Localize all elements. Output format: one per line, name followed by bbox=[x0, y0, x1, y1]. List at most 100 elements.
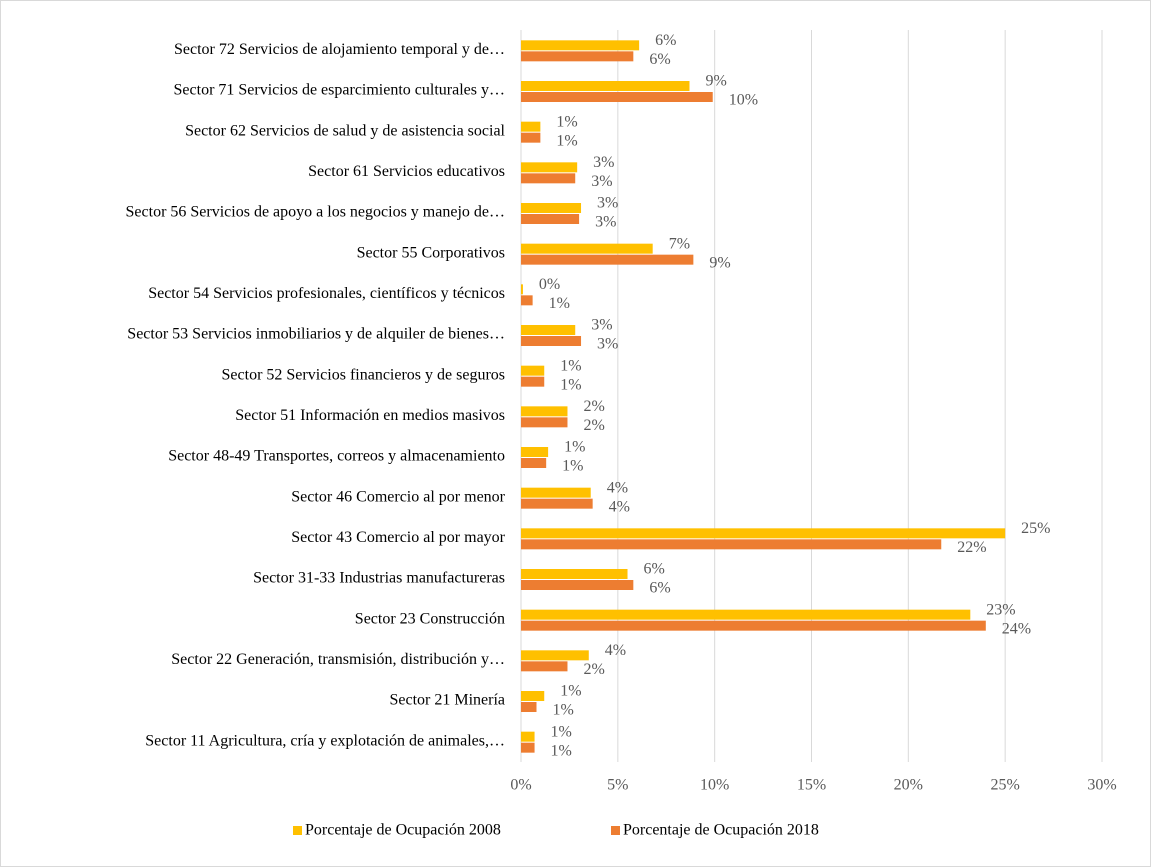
data-label: 25% bbox=[1021, 520, 1050, 537]
bar bbox=[521, 284, 523, 295]
y-tick-label: Sector 61 Servicios educativos bbox=[308, 163, 505, 180]
data-label: 6% bbox=[655, 32, 676, 49]
x-tick-label: 30% bbox=[1087, 777, 1116, 794]
y-tick-label: Sector 21 Minería bbox=[389, 692, 505, 709]
data-label: 2% bbox=[583, 661, 604, 678]
data-label: 4% bbox=[605, 642, 626, 659]
data-label: 6% bbox=[649, 580, 670, 597]
y-tick-label: Sector 48-49 Transportes, correos y alma… bbox=[168, 448, 505, 465]
data-label: 1% bbox=[549, 295, 570, 312]
bar bbox=[521, 51, 634, 62]
data-label: 22% bbox=[957, 539, 986, 556]
bar bbox=[521, 214, 580, 224]
bar bbox=[521, 121, 541, 132]
y-tick-label: Sector 72 Servicios de alojamiento tempo… bbox=[174, 41, 505, 58]
bar bbox=[521, 702, 537, 712]
bar bbox=[521, 406, 568, 417]
data-label: 1% bbox=[551, 742, 572, 759]
bar bbox=[521, 609, 971, 620]
data-label: 3% bbox=[597, 336, 618, 353]
bar bbox=[521, 132, 541, 143]
bar bbox=[521, 295, 533, 306]
x-tick-label: 25% bbox=[991, 777, 1020, 794]
data-label: 24% bbox=[1002, 620, 1031, 637]
y-tick-label: Sector 52 Servicios financieros y de seg… bbox=[222, 366, 505, 383]
bar bbox=[521, 580, 634, 590]
data-label: 2% bbox=[583, 417, 604, 434]
data-label: 1% bbox=[562, 458, 583, 475]
data-label: 6% bbox=[649, 51, 670, 68]
bar bbox=[521, 620, 986, 631]
data-label: 1% bbox=[564, 439, 585, 456]
y-tick-label: Sector 23 Construcción bbox=[355, 610, 505, 627]
data-label: 3% bbox=[595, 214, 616, 231]
bar bbox=[521, 162, 578, 173]
bar bbox=[521, 81, 690, 91]
bar bbox=[521, 92, 713, 102]
data-label: 10% bbox=[729, 92, 758, 109]
bar bbox=[521, 40, 640, 51]
x-tick-label: 20% bbox=[894, 777, 923, 794]
x-tick-label: 0% bbox=[510, 777, 531, 794]
legend-swatch bbox=[611, 826, 620, 835]
y-tick-label: Sector 62 Servicios de salud y de asiste… bbox=[185, 122, 505, 139]
data-label: 2% bbox=[583, 398, 604, 415]
x-tick-label: 15% bbox=[797, 777, 826, 794]
data-label: 1% bbox=[551, 723, 572, 740]
data-label: 1% bbox=[556, 132, 577, 149]
bar bbox=[521, 447, 549, 457]
y-tick-label: Sector 51 Información en medios masivos bbox=[235, 407, 505, 424]
bar bbox=[521, 173, 576, 184]
bar bbox=[521, 731, 535, 742]
data-label: 1% bbox=[560, 376, 581, 393]
y-tick-label: Sector 46 Comercio al por menor bbox=[291, 488, 505, 505]
y-tick-label: Sector 55 Corporativos bbox=[357, 244, 505, 261]
bar bbox=[521, 487, 591, 498]
data-label: 3% bbox=[591, 317, 612, 334]
bar bbox=[521, 691, 545, 701]
bar bbox=[521, 325, 576, 335]
legend-label: Porcentaje de Ocupación 2008 bbox=[305, 822, 501, 839]
y-tick-label: Sector 22 Generación, transmisión, distr… bbox=[171, 651, 505, 668]
y-tick-label: Sector 11 Agricultura, cría y explotació… bbox=[145, 732, 505, 749]
bar bbox=[521, 650, 589, 661]
bar bbox=[521, 376, 545, 387]
data-label: 1% bbox=[560, 357, 581, 374]
y-tick-label: Sector 71 Servicios de esparcimiento cul… bbox=[174, 82, 505, 99]
bar bbox=[521, 539, 942, 550]
data-label: 9% bbox=[709, 254, 730, 271]
data-label: 3% bbox=[597, 195, 618, 212]
y-tick-label: Sector 43 Comercio al por mayor bbox=[291, 529, 505, 546]
y-tick-label: Sector 31-33 Industrias manufactureras bbox=[253, 570, 505, 587]
data-label: 4% bbox=[607, 479, 628, 496]
bar bbox=[521, 458, 547, 468]
data-label: 23% bbox=[986, 601, 1015, 618]
bar bbox=[521, 243, 653, 254]
bar bbox=[521, 498, 593, 509]
data-label: 3% bbox=[591, 173, 612, 190]
bar bbox=[521, 742, 535, 753]
bar bbox=[521, 203, 582, 213]
legend-swatch bbox=[293, 826, 302, 835]
data-label: 1% bbox=[552, 702, 573, 719]
data-label: 7% bbox=[669, 235, 690, 252]
data-label: 6% bbox=[644, 561, 665, 578]
bar bbox=[521, 661, 568, 672]
bar bbox=[521, 336, 582, 346]
x-tick-label: 5% bbox=[607, 777, 628, 794]
x-tick-label: 10% bbox=[700, 777, 729, 794]
data-label: 3% bbox=[593, 154, 614, 171]
y-tick-label: Sector 54 Servicios profesionales, cient… bbox=[148, 285, 505, 302]
data-label: 1% bbox=[560, 683, 581, 700]
bar bbox=[521, 365, 545, 376]
data-label: 9% bbox=[705, 73, 726, 90]
data-label: 4% bbox=[609, 498, 630, 515]
bar bbox=[521, 528, 1006, 539]
bar bbox=[521, 417, 568, 428]
bar bbox=[521, 569, 628, 579]
data-label: 1% bbox=[556, 113, 577, 130]
bar bbox=[521, 254, 694, 265]
y-tick-label: Sector 53 Servicios inmobiliarios y de a… bbox=[127, 326, 505, 343]
